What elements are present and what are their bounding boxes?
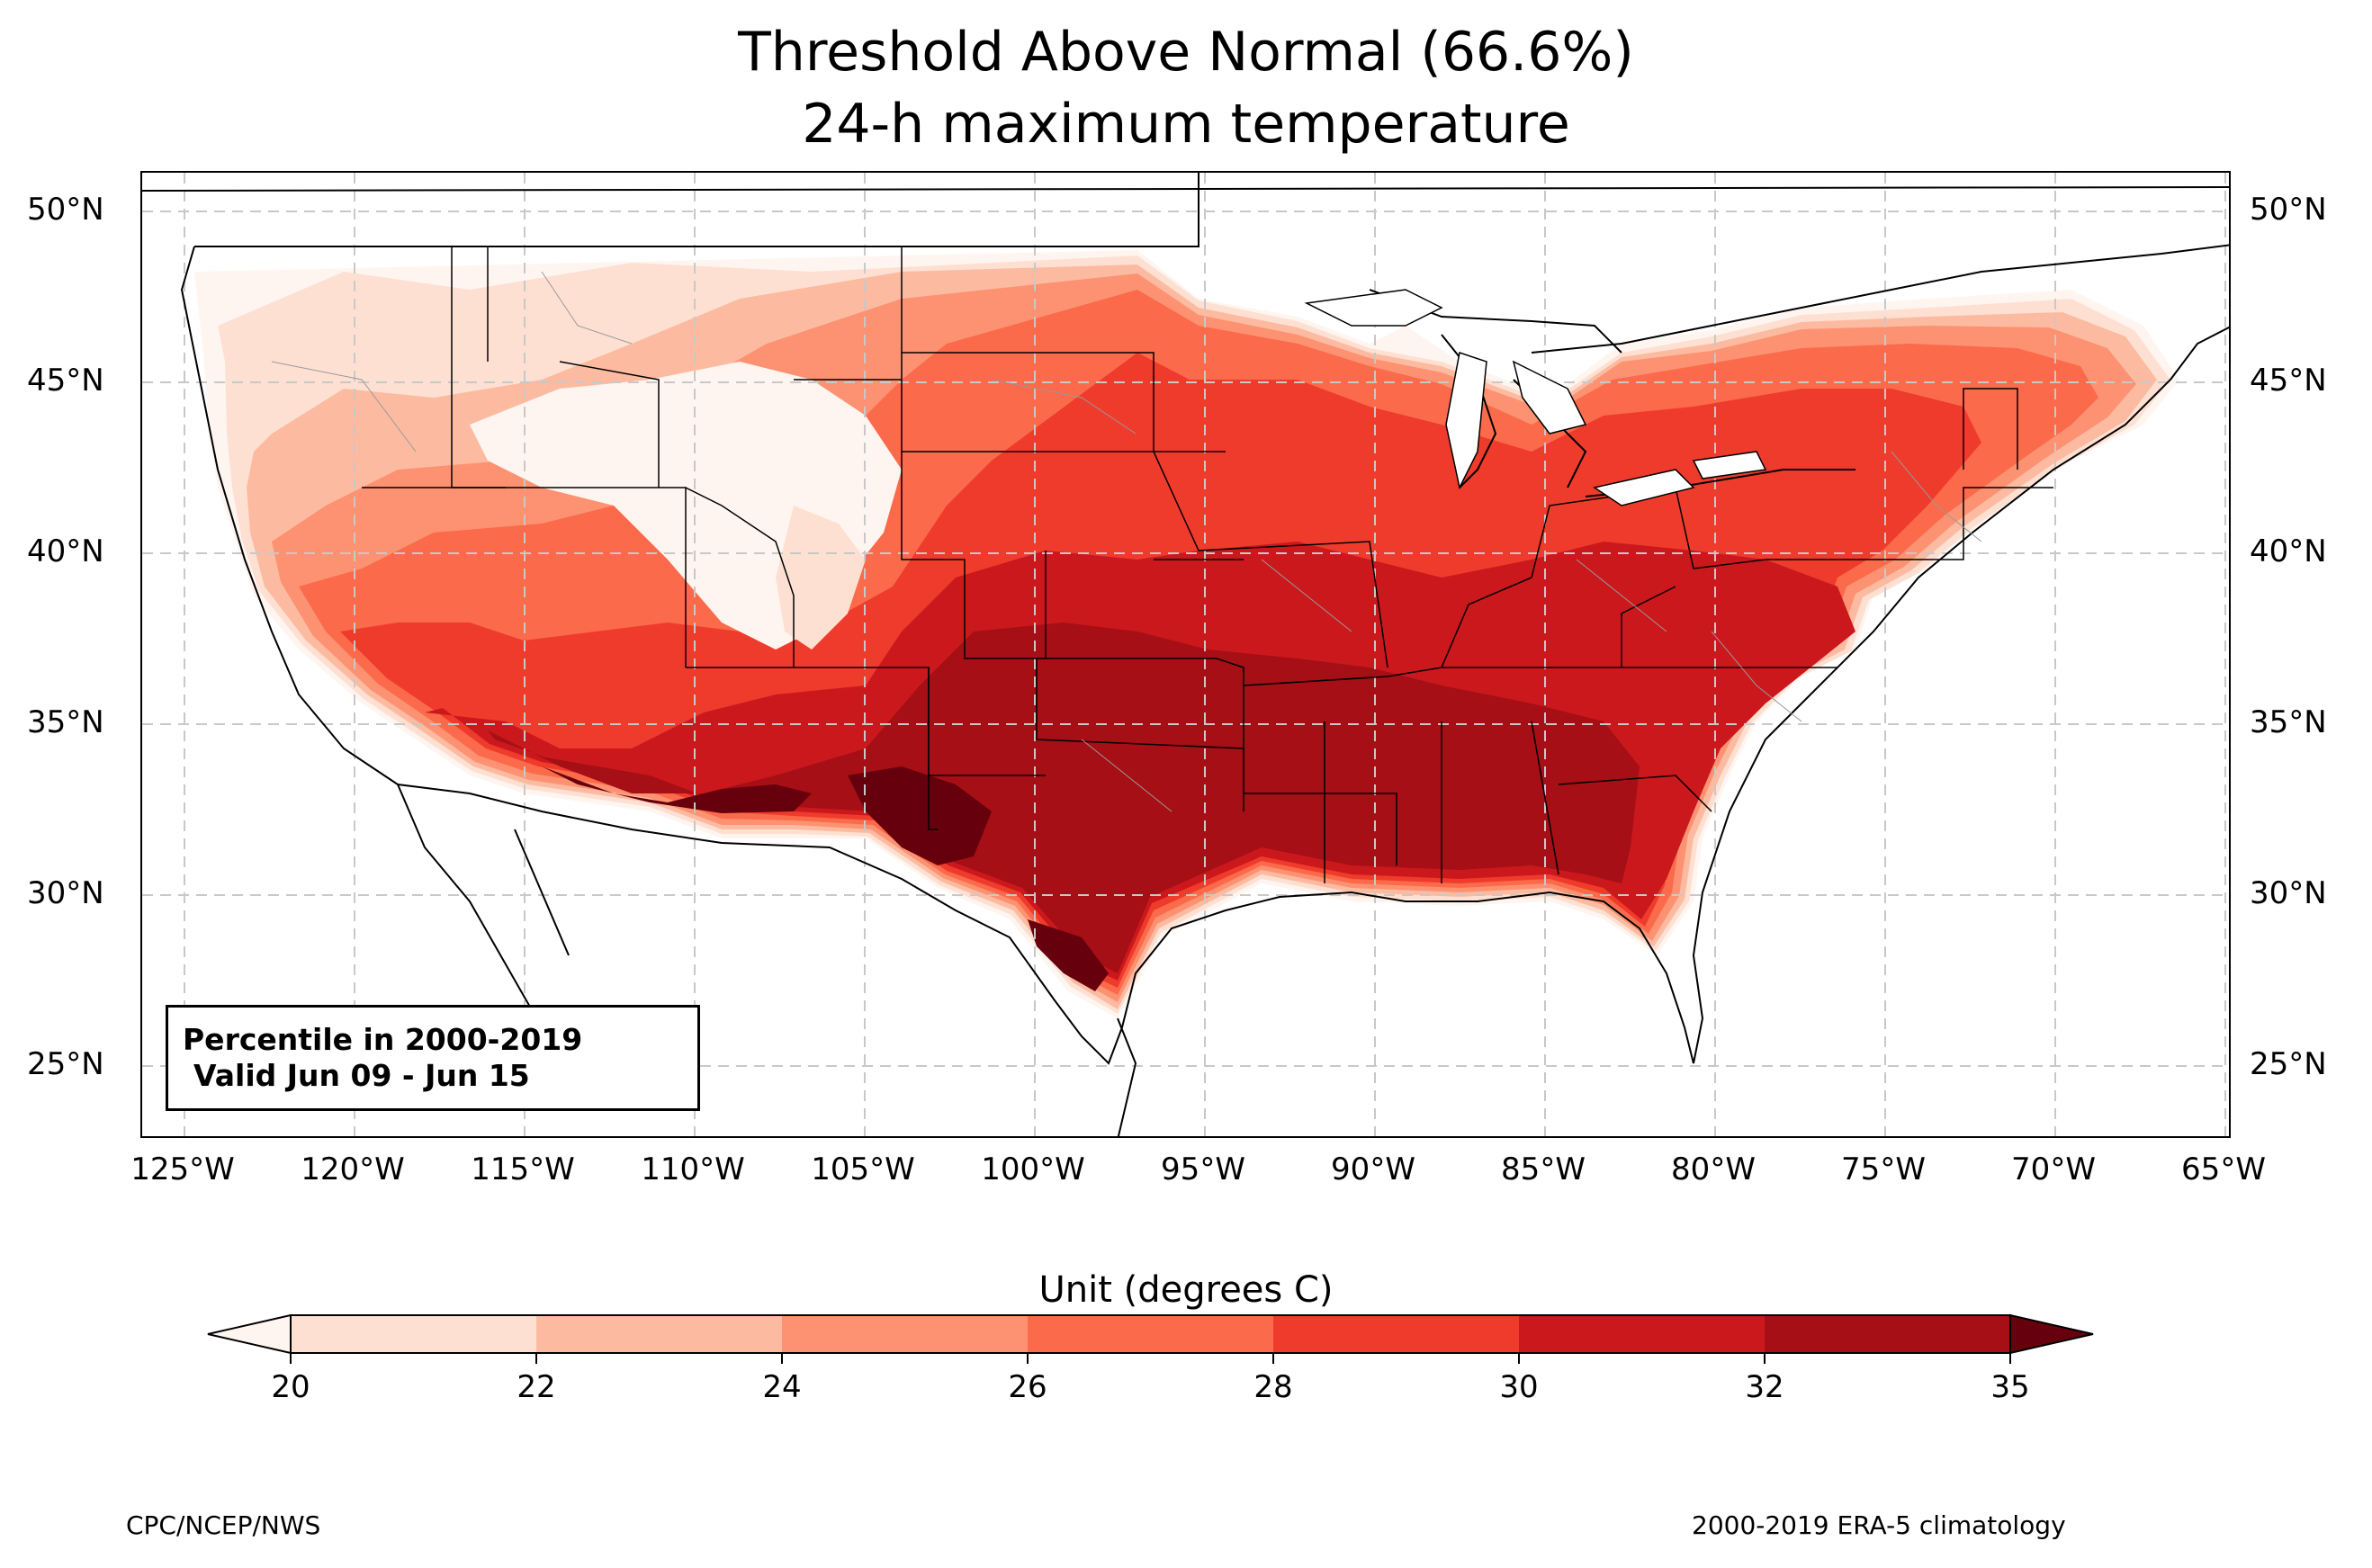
great-lakes bbox=[1304, 289, 1767, 506]
lon-label: 90°W bbox=[1331, 1151, 1415, 1187]
contour-band-32-35 bbox=[488, 623, 1640, 973]
lat-label-right: 25°N bbox=[2250, 1046, 2327, 1082]
lon-label: 85°W bbox=[1501, 1151, 1586, 1187]
climate-division-lines bbox=[271, 271, 1982, 812]
colorbar-tick: 22 bbox=[517, 1369, 556, 1405]
info-line-percentile: Percentile in 2000-2019 bbox=[183, 1022, 583, 1057]
colorbar-tick: 26 bbox=[1008, 1369, 1047, 1405]
lat-label-left: 35°N bbox=[27, 704, 104, 740]
colorbar-over-arrow bbox=[2009, 1313, 2094, 1355]
colorbar-segment bbox=[536, 1315, 783, 1353]
lon-label: 120°W bbox=[301, 1151, 405, 1187]
lat-label-left: 45°N bbox=[27, 363, 104, 399]
temperature-map bbox=[142, 173, 2229, 1136]
lon-label: 125°W bbox=[130, 1151, 235, 1187]
temperature-contours bbox=[194, 250, 2179, 1018]
credit-left: CPC/NCEP/NWS bbox=[126, 1510, 321, 1540]
lat-label-right: 30°N bbox=[2250, 875, 2327, 911]
lon-label: 75°W bbox=[1841, 1151, 1926, 1187]
contour-band-gt35 bbox=[542, 766, 812, 813]
map-title: Threshold Above Normal (66.6%) bbox=[738, 21, 1634, 84]
colorbar-frame bbox=[290, 1314, 2011, 1354]
info-line-valid-dates: Valid Jun 09 - Jun 15 bbox=[193, 1058, 530, 1093]
lat-label-right: 40°N bbox=[2250, 533, 2327, 569]
colorbar-tick: 30 bbox=[1499, 1369, 1539, 1405]
lon-label: 80°W bbox=[1671, 1151, 1756, 1187]
colorbar-segment bbox=[782, 1315, 1029, 1353]
colorbar-segment bbox=[1765, 1315, 2011, 1353]
colorbar-tick: 20 bbox=[271, 1369, 310, 1405]
validity-legend-box: Percentile in 2000-2019 Valid Jun 09 - J… bbox=[166, 1005, 700, 1111]
map-panel bbox=[140, 171, 2231, 1138]
contour-band-20-22 bbox=[776, 506, 866, 650]
lon-label: 70°W bbox=[2011, 1151, 2096, 1187]
lat-label-left: 40°N bbox=[27, 533, 104, 569]
colorbar-tick: 28 bbox=[1253, 1369, 1293, 1405]
colorbar-under-arrow bbox=[207, 1313, 292, 1355]
lon-label: 95°W bbox=[1161, 1151, 1245, 1187]
lon-label: 110°W bbox=[641, 1151, 745, 1187]
lat-label-left: 30°N bbox=[27, 875, 104, 911]
colorbar-segment bbox=[291, 1315, 537, 1353]
lat-label-right: 45°N bbox=[2250, 363, 2327, 399]
lat-label-right: 35°N bbox=[2250, 704, 2327, 740]
lat-label-right: 50°N bbox=[2250, 192, 2327, 228]
contour-band-gt35 bbox=[848, 766, 992, 865]
colorbar-title: Unit (degrees C) bbox=[1038, 1269, 1334, 1311]
colorbar-tick: 24 bbox=[762, 1369, 802, 1405]
lon-label: 105°W bbox=[811, 1151, 915, 1187]
map-subtitle: 24-h maximum temperature bbox=[802, 93, 1570, 156]
colorbar-segment bbox=[1028, 1315, 1274, 1353]
colorbar-tick: 35 bbox=[1990, 1369, 2030, 1405]
colorbar-tick: 32 bbox=[1745, 1369, 1784, 1405]
lat-label-left: 25°N bbox=[27, 1046, 104, 1082]
colorbar-segment bbox=[1273, 1315, 1520, 1353]
lon-label: 65°W bbox=[2181, 1151, 2266, 1187]
lon-label: 115°W bbox=[471, 1151, 575, 1187]
lat-label-left: 50°N bbox=[27, 192, 104, 228]
contour-band-gt35 bbox=[1028, 919, 1109, 991]
colorbar-segment bbox=[1519, 1315, 1766, 1353]
lon-label: 100°W bbox=[981, 1151, 1085, 1187]
credit-right: 2000-2019 ERA-5 climatology bbox=[1692, 1510, 2066, 1540]
